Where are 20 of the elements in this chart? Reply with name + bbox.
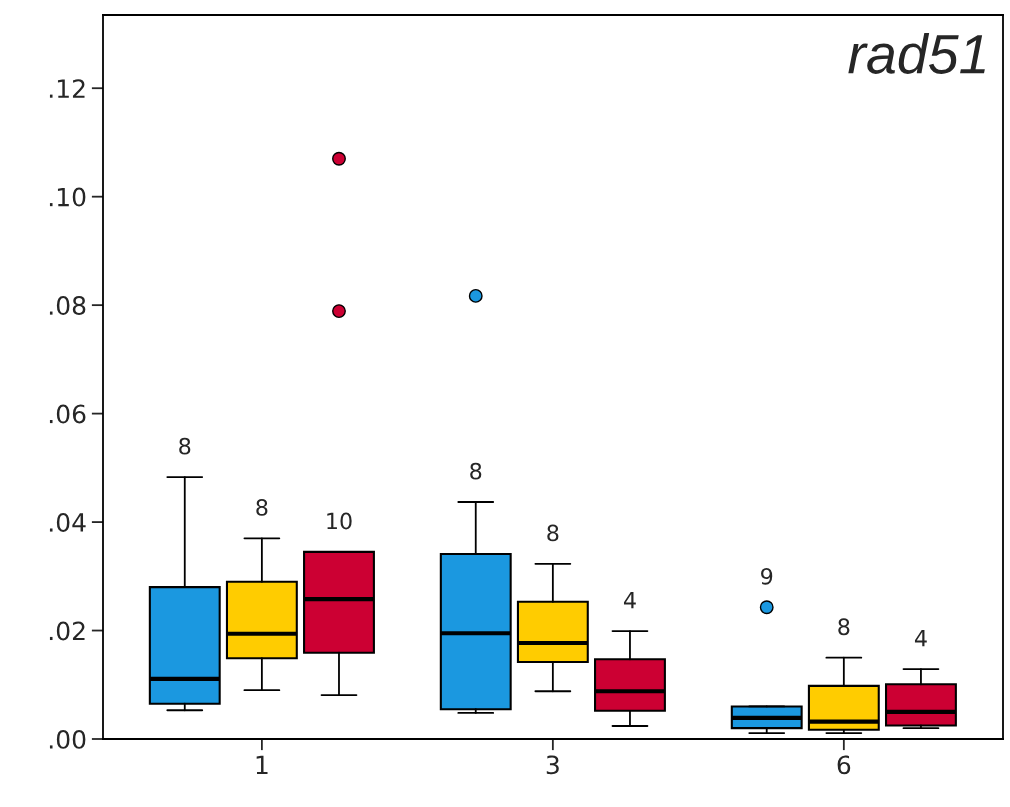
annotation: 4 <box>623 592 636 609</box>
y-tick-label: .12 <box>49 79 85 98</box>
chart-title: rad51 <box>848 33 985 74</box>
annotation: 9 <box>761 567 773 585</box>
x-tick-label: 3 <box>546 755 559 775</box>
annotation: 4 <box>914 630 927 647</box>
annotation: 8 <box>256 499 268 516</box>
y-tick-label: .08 <box>49 296 86 315</box>
y-tick-label: .00 <box>49 729 86 749</box>
y-tick-label: .02 <box>49 621 85 641</box>
y-tick-label: .10 <box>49 187 86 207</box>
annotation: 8 <box>470 462 482 480</box>
x-tick-label: 1 <box>256 755 268 774</box>
annotation: 8 <box>547 524 559 542</box>
annotation: 10 <box>327 512 352 530</box>
y-tick-label: .04 <box>49 513 86 532</box>
x-tick-label: 6 <box>837 755 851 775</box>
annotation: 8 <box>838 618 850 636</box>
y-tick-label: .06 <box>49 404 86 424</box>
annotation: 8 <box>179 437 191 455</box>
